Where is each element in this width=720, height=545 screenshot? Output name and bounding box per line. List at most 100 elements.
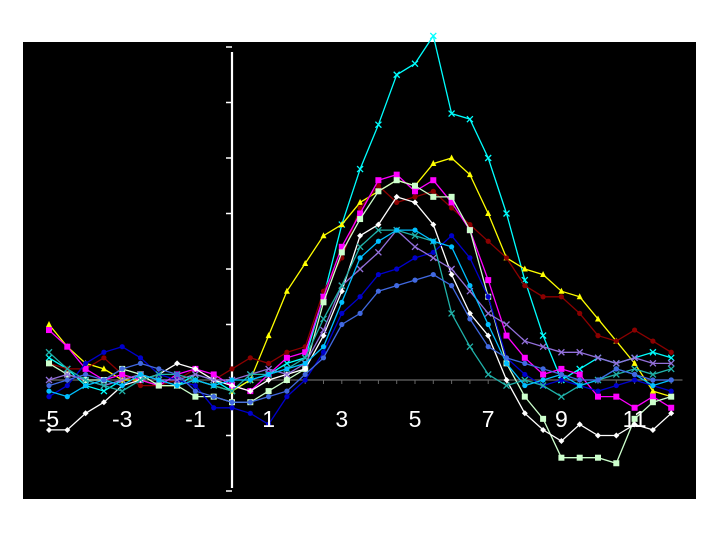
data-point <box>265 388 272 395</box>
data-point <box>429 32 437 40</box>
data-point <box>338 282 346 290</box>
series-layer <box>45 32 675 467</box>
data-point <box>595 388 601 394</box>
data-point <box>485 294 491 300</box>
data-point <box>192 382 198 389</box>
data-point <box>174 360 181 367</box>
data-point <box>412 182 418 189</box>
data-point <box>558 287 565 294</box>
data-point <box>119 371 126 378</box>
data-point <box>430 160 437 167</box>
data-point <box>595 454 601 461</box>
data-point <box>156 377 162 383</box>
data-point <box>539 382 547 390</box>
data-point <box>356 165 364 173</box>
data-point <box>229 382 235 389</box>
data-point <box>375 238 381 244</box>
data-point <box>411 60 419 68</box>
x-tick-label: 1 <box>262 406 275 432</box>
data-point <box>210 376 218 384</box>
data-point <box>449 283 455 289</box>
data-point <box>229 399 235 405</box>
data-point <box>539 332 547 340</box>
data-point <box>394 199 400 205</box>
data-point <box>540 271 547 278</box>
data-point <box>45 354 53 362</box>
data-point <box>339 310 345 316</box>
data-point <box>173 376 181 384</box>
data-point <box>668 410 675 417</box>
data-point <box>192 388 198 394</box>
data-point <box>448 193 455 200</box>
data-point <box>83 360 89 366</box>
data-point <box>64 394 70 400</box>
data-point <box>156 366 162 372</box>
data-point <box>503 255 510 261</box>
data-point <box>247 377 253 383</box>
data-point <box>577 382 583 389</box>
data-point <box>649 399 656 406</box>
data-point <box>484 154 492 162</box>
data-point <box>375 183 381 189</box>
data-point <box>521 354 528 361</box>
data-point <box>46 321 52 327</box>
data-point <box>557 393 565 401</box>
data-point <box>668 377 674 383</box>
data-point <box>668 393 675 400</box>
data-point <box>211 394 217 400</box>
data-point <box>229 377 235 383</box>
data-point <box>412 277 418 283</box>
data-point <box>613 432 620 439</box>
data-point <box>302 377 308 383</box>
data-point <box>595 393 601 400</box>
data-point <box>356 265 364 273</box>
data-point <box>283 370 291 378</box>
data-point <box>338 221 345 228</box>
data-point <box>46 382 52 389</box>
data-point <box>540 377 546 383</box>
data-point <box>137 360 144 366</box>
data-point <box>266 371 272 378</box>
data-point <box>448 110 456 118</box>
data-point <box>650 377 656 383</box>
data-point <box>649 370 657 378</box>
x-tick-label: -3 <box>112 406 132 432</box>
data-point <box>46 388 52 394</box>
data-point <box>192 365 199 372</box>
data-point <box>558 438 565 445</box>
data-point <box>320 315 327 323</box>
data-point <box>302 259 309 266</box>
data-point <box>613 460 620 467</box>
data-point <box>613 382 619 389</box>
data-point <box>82 365 89 372</box>
data-point <box>101 355 107 361</box>
data-point <box>650 338 656 344</box>
data-point <box>667 365 675 373</box>
data-point <box>521 410 528 417</box>
data-point <box>522 283 528 289</box>
data-point <box>448 154 455 161</box>
data-point <box>283 354 290 361</box>
data-point <box>649 387 656 394</box>
data-point <box>100 382 108 390</box>
data-point <box>612 370 620 378</box>
data-point <box>631 415 638 422</box>
data-point <box>449 244 455 250</box>
data-point <box>522 360 528 366</box>
data-point <box>484 309 492 317</box>
data-point <box>46 327 52 334</box>
data-point <box>503 382 510 390</box>
x-tick-label: 11 <box>623 406 647 432</box>
data-point <box>339 299 345 305</box>
data-point <box>119 344 125 350</box>
data-point <box>64 343 71 350</box>
data-point <box>247 410 253 416</box>
data-point <box>46 426 52 433</box>
data-point <box>632 371 638 378</box>
data-point <box>430 221 437 228</box>
data-point <box>137 355 144 361</box>
data-point <box>174 371 180 378</box>
data-point <box>83 371 89 378</box>
data-point <box>540 426 547 433</box>
